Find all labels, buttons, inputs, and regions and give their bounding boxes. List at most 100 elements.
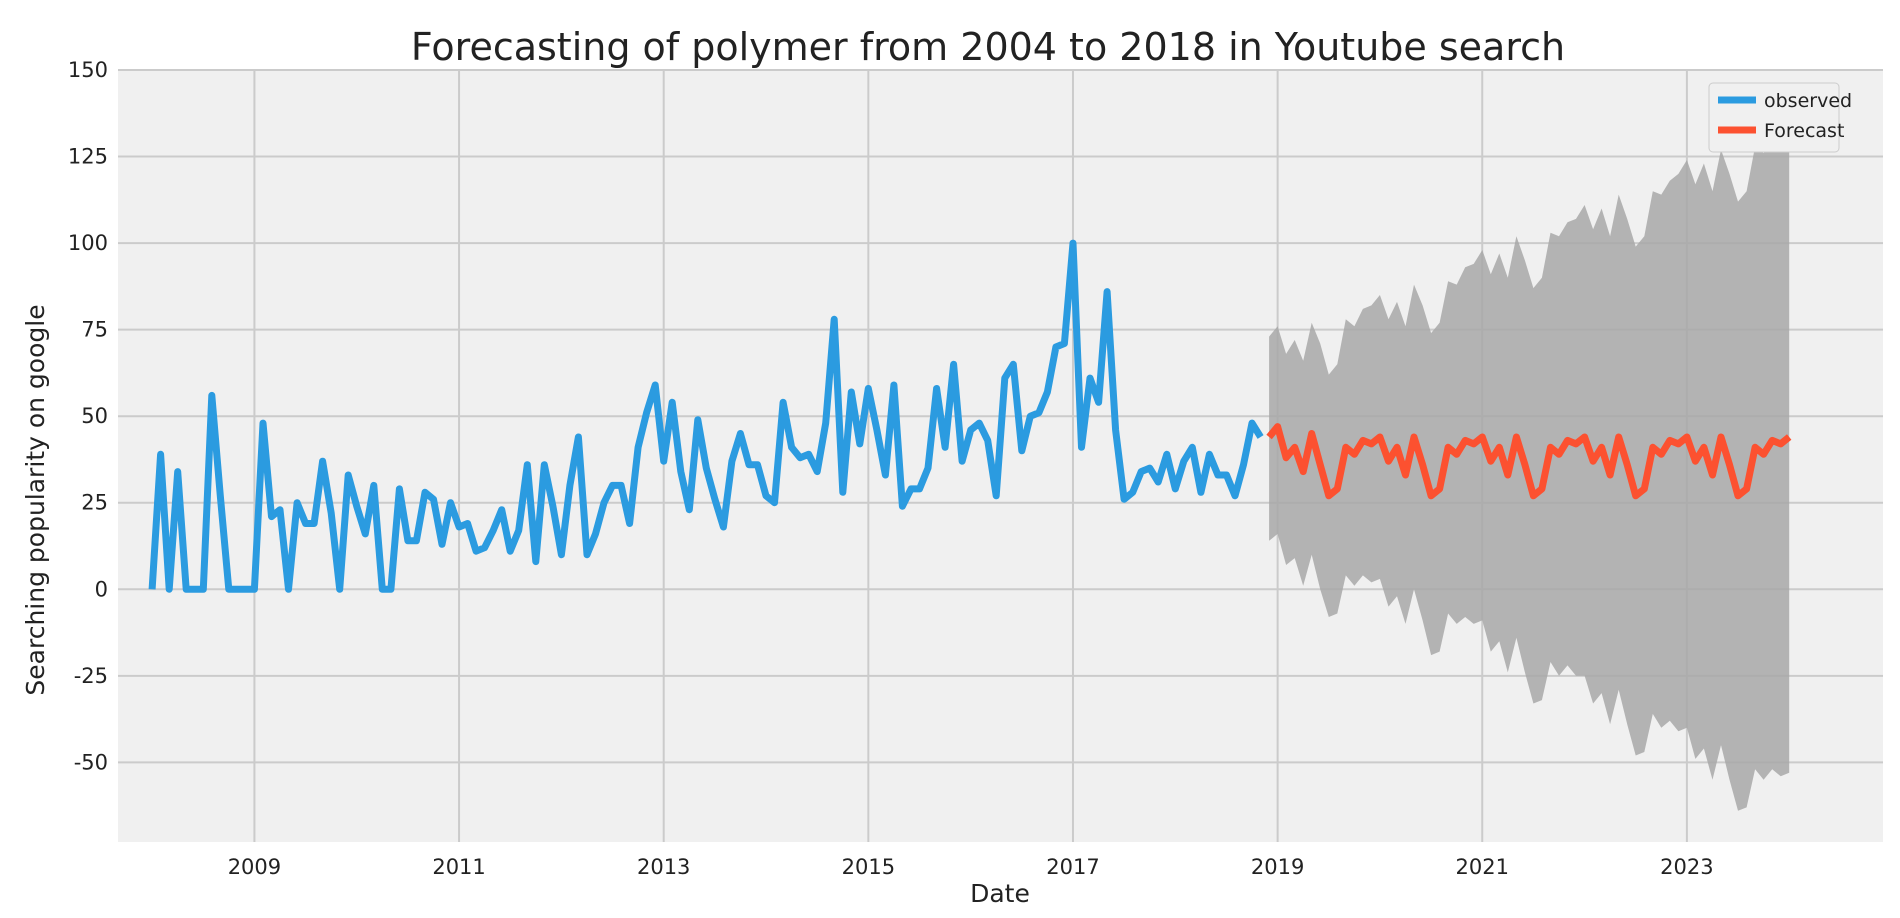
forecast-point [1277, 426, 1278, 427]
observed-point [237, 589, 238, 590]
observed-point [953, 364, 954, 365]
observed-point [1183, 461, 1184, 462]
observed-point [501, 509, 502, 510]
forecast-point [1772, 440, 1773, 441]
forecast-point [1439, 488, 1440, 489]
forecast-line [1266, 423, 1792, 500]
observed-point [859, 443, 860, 444]
observed-point [1055, 347, 1056, 348]
observed-point [740, 433, 741, 434]
observed-point [1038, 412, 1039, 413]
observed-point [561, 554, 562, 555]
observed-point [962, 461, 963, 462]
observed-point [459, 527, 460, 528]
observed-point [578, 437, 579, 438]
forecast-point [1576, 443, 1577, 444]
observed-point [1175, 488, 1176, 489]
observed-point [220, 495, 221, 496]
forecast-point [1345, 447, 1346, 448]
observed-point [1013, 364, 1014, 365]
forecast-point [1405, 475, 1406, 476]
observed-point [621, 485, 622, 486]
forecast-point [1507, 475, 1508, 476]
forecast-point [1311, 433, 1312, 434]
observed-point [1107, 291, 1108, 292]
forecast-point [1695, 461, 1696, 462]
forecast-point [1550, 447, 1551, 448]
forecast-point [1541, 488, 1542, 489]
forecast-point [1738, 495, 1739, 496]
observed-point [544, 464, 545, 465]
observed-point [1030, 416, 1031, 417]
forecast-point [1763, 454, 1764, 455]
forecast-point [1584, 437, 1585, 438]
observed-point [911, 488, 912, 489]
observed-point [723, 527, 724, 528]
observed-point [169, 589, 170, 590]
forecast-point [1618, 437, 1619, 438]
observed-point [876, 430, 877, 431]
forecast-point [1601, 447, 1602, 448]
observed-point [885, 475, 886, 476]
observed-point [271, 516, 272, 517]
observed-point [1209, 454, 1210, 455]
chart-title: Forecasting of polymer from 2004 to 2018… [411, 25, 1565, 69]
observed-point [442, 544, 443, 545]
observed-point [996, 495, 997, 496]
forecast-point [1320, 464, 1321, 465]
x-tick-label: 2009 [228, 855, 281, 879]
observed-point [305, 523, 306, 524]
forecast-point [1499, 447, 1500, 448]
observed-point [1064, 343, 1065, 344]
observed-point [1021, 450, 1022, 451]
observed-point [612, 485, 613, 486]
y-tick-label: 100 [68, 231, 108, 255]
forecast-point [1533, 495, 1534, 496]
observed-point [1047, 392, 1048, 393]
observed-point [1235, 495, 1236, 496]
forecast-point [1456, 454, 1457, 455]
observed-point [791, 447, 792, 448]
observed-point [510, 551, 511, 552]
observed-point [936, 388, 937, 389]
forecast-point [1712, 475, 1713, 476]
observed-point [373, 485, 374, 486]
observed-point [518, 530, 519, 531]
x-axis-title: Date [970, 879, 1030, 908]
observed-point [697, 419, 698, 420]
observed-point [868, 388, 869, 389]
observed-point [1252, 423, 1253, 424]
observed-point [527, 464, 528, 465]
y-tick-label: -25 [74, 664, 108, 688]
observed-point [783, 402, 784, 403]
x-tick-label: 2023 [1660, 855, 1713, 879]
forecast-point [1294, 447, 1295, 448]
observed-point [425, 492, 426, 493]
forecast-point [1431, 495, 1432, 496]
observed-point [280, 509, 281, 510]
forecast-point [1490, 461, 1491, 462]
observed-point [228, 589, 229, 590]
observed-point [817, 471, 818, 472]
forecast-point [1286, 457, 1287, 458]
forecast-point [1328, 495, 1329, 496]
observed-point [356, 506, 357, 507]
observed-point [1217, 475, 1218, 476]
observed-point [731, 461, 732, 462]
observed-point [893, 385, 894, 386]
forecast-point [1686, 437, 1687, 438]
legend-label-observed: observed [1764, 90, 1852, 112]
forecast-point [1678, 443, 1679, 444]
observed-point [535, 561, 536, 562]
observed-point [680, 471, 681, 472]
observed-point [851, 392, 852, 393]
observed-point [919, 488, 920, 489]
x-tick-label: 2017 [1046, 855, 1099, 879]
forecast-point [1269, 437, 1270, 438]
observed-point [211, 395, 212, 396]
observed-point [493, 530, 494, 531]
observed-point [945, 447, 946, 448]
forecast-point [1354, 454, 1355, 455]
observed-point [245, 589, 246, 590]
